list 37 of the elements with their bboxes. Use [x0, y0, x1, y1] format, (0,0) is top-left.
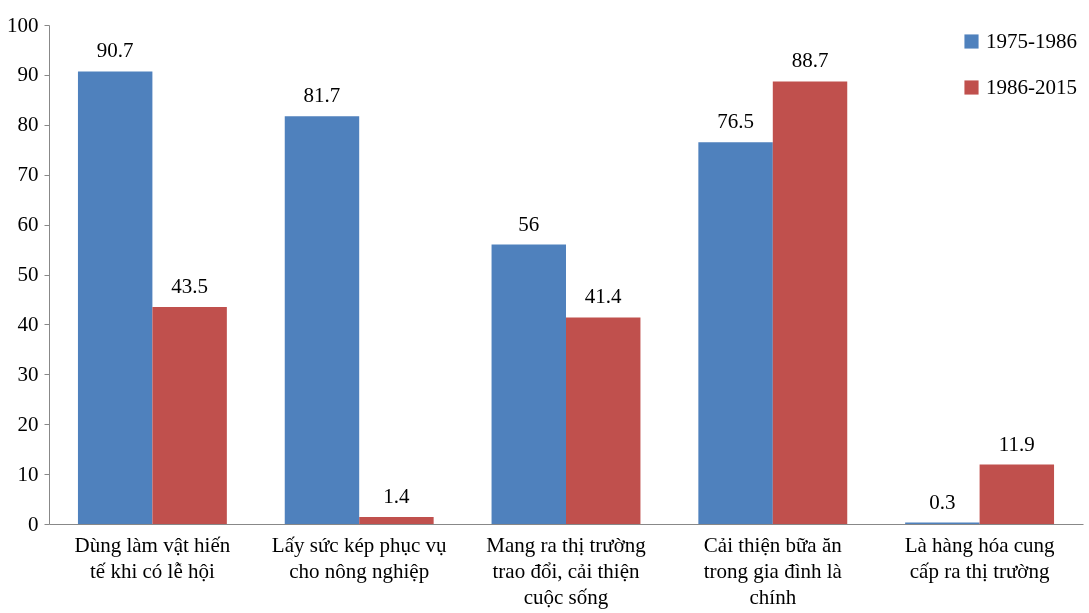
y-tick-label: 0 — [28, 511, 39, 536]
bar — [979, 464, 1055, 524]
data-label: 56 — [518, 211, 540, 236]
bar — [566, 317, 641, 524]
x-tick-label: Là hàng hóa cung cấp ra thị trường — [904, 532, 1056, 583]
data-label: 43.5 — [171, 273, 208, 298]
data-label: 41.4 — [584, 284, 623, 309]
data-label: 11.9 — [998, 431, 1035, 456]
x-tick-label: Cải thiện bữa ăn trong gia đình là chính — [703, 532, 843, 609]
data-label: 90.7 — [96, 38, 134, 63]
y-tick-label: 80 — [17, 112, 39, 137]
bar — [491, 244, 566, 524]
y-tick-label: 10 — [17, 461, 39, 486]
bar — [284, 116, 360, 524]
bar — [772, 81, 848, 524]
y-tick-label: 70 — [17, 162, 39, 187]
y-tick-label: 20 — [17, 411, 39, 436]
y-tick-label: 30 — [17, 361, 39, 386]
x-tick-label: Mang ra thị trường trao đổi, cải thiện cuộc sống — [486, 532, 647, 609]
y-tick-label: 50 — [17, 262, 39, 286]
bar — [359, 517, 434, 524]
bar — [152, 306, 227, 524]
x-tick-label: Dùng làm vật hiến tế khi có lễ hội — [74, 532, 231, 583]
x-tick-label: Lấy sức kép phục vụ cho nông nghiệp — [271, 532, 448, 583]
y-tick-label: 100 — [7, 12, 39, 37]
y-tick-label: 90 — [17, 62, 39, 87]
y-tick-label: 60 — [17, 212, 39, 237]
bar — [698, 142, 773, 524]
data-label: 1.4 — [383, 484, 411, 509]
data-label: 0.3 — [929, 489, 956, 514]
bar — [77, 71, 153, 524]
data-label: 88.7 — [791, 48, 829, 73]
data-label: 81.7 — [303, 83, 341, 108]
legend-label: 1986-2015 — [986, 74, 1077, 99]
y-tick-label: 40 — [17, 311, 39, 336]
data-label: 76.5 — [717, 109, 754, 134]
legend-label: 1975-1986 — [986, 28, 1077, 53]
